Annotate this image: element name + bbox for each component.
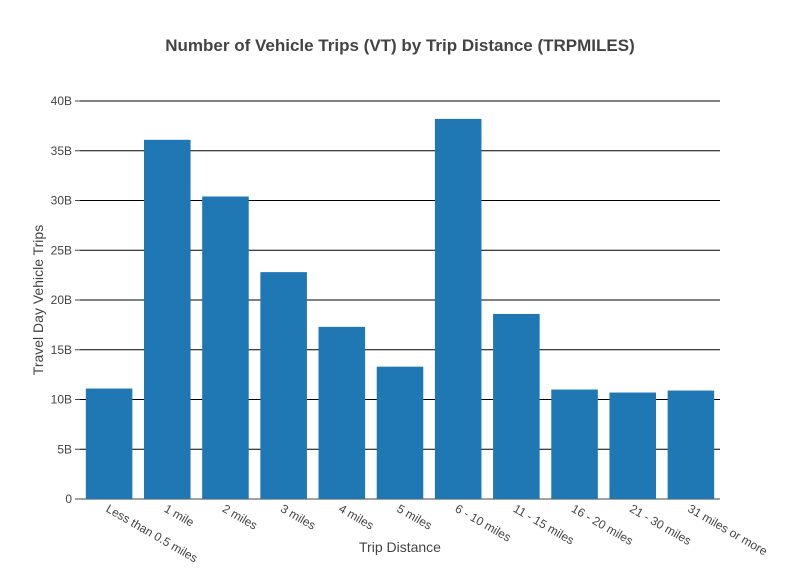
bar (85, 388, 133, 499)
y-tick-label: 25B (51, 243, 72, 257)
bar (260, 272, 307, 499)
y-tick-label: 0 (65, 492, 72, 506)
bar (202, 196, 249, 499)
x-tick-label: 11 - 15 miles (511, 501, 577, 547)
bar (551, 389, 598, 499)
bars (85, 118, 715, 499)
x-tick-label: 1 mile (162, 501, 197, 529)
bar (667, 390, 715, 499)
x-axis-title: Trip Distance (359, 539, 441, 555)
x-tick-label: 2 miles (220, 501, 260, 532)
y-tick-label: 30B (51, 194, 72, 208)
y-tick-label: 20B (51, 293, 72, 307)
bar (144, 139, 191, 499)
y-tick-label: 5B (57, 442, 72, 456)
chart-title: Number of Vehicle Trips (VT) by Trip Dis… (165, 36, 634, 55)
x-tick-label: 16 - 20 miles (569, 501, 635, 547)
bar (609, 392, 656, 499)
bar (493, 313, 540, 499)
bar (434, 118, 482, 499)
x-tick-label: 4 miles (336, 501, 376, 532)
y-tick-label: 40B (51, 94, 72, 108)
y-tick-label: 35B (51, 144, 72, 158)
x-tick-label: 5 miles (395, 501, 435, 532)
bar (376, 366, 424, 499)
x-tick-label: 3 miles (278, 501, 318, 532)
y-tick-label: 10B (51, 393, 72, 407)
y-axis-ticks: 0 5B 10B 15B 20B 25B 30B 35B 40B (51, 94, 80, 506)
y-axis-title: Travel Day Vehicle Trips (30, 225, 46, 375)
y-tick-label: 15B (51, 343, 72, 357)
x-tick-label: 6 - 10 miles (453, 501, 514, 544)
bar (318, 326, 366, 499)
x-tick-label: 31 miles or more (685, 501, 770, 558)
x-tick-label: 21 - 30 miles (627, 501, 693, 547)
